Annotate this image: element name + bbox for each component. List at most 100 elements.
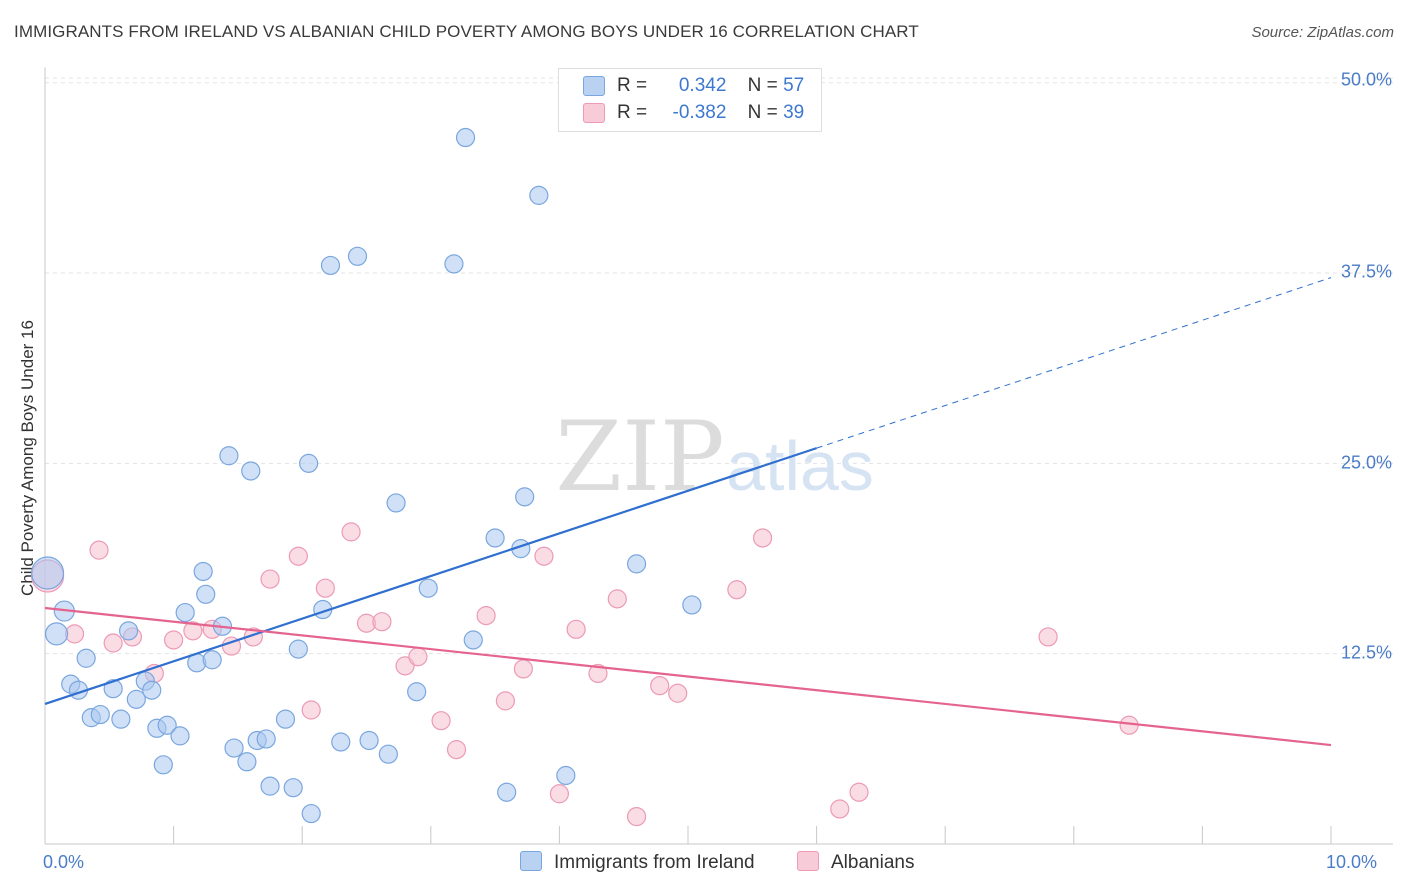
data-point: [372, 612, 392, 632]
data-point: [341, 522, 361, 542]
data-point: [301, 700, 321, 720]
data-point: [196, 584, 216, 604]
data-point: [288, 546, 308, 566]
ireland-trend-line: [44, 447, 817, 705]
data-point: [118, 621, 139, 641]
data-point: [103, 633, 123, 653]
legend-item-albanians: Albanians: [797, 850, 915, 874]
data-point: [682, 595, 702, 615]
stats-legend: R = 0.342 N = 57 R = -0.382 N = 39: [558, 68, 822, 132]
data-point: [408, 647, 428, 667]
data-point: [89, 540, 109, 560]
y-tick-label: 50.0%: [1340, 69, 1392, 90]
r-label: R =: [617, 102, 648, 123]
r-label: R =: [617, 75, 648, 96]
n-label: N =: [747, 75, 778, 96]
data-point: [495, 691, 515, 711]
data-point: [219, 446, 239, 466]
data-point: [485, 528, 505, 548]
axes: [44, 67, 1393, 845]
data-point: [202, 650, 222, 670]
data-point: [64, 624, 85, 644]
watermark: ZIP atlas: [555, 401, 874, 513]
stats-row-albanians: R = -0.382 N = 39: [583, 102, 804, 126]
data-point: [534, 546, 554, 566]
data-point: [513, 659, 533, 679]
source-credit: Source: ZipAtlas.com: [1251, 24, 1394, 41]
data-point: [315, 578, 335, 598]
data-point: [556, 765, 576, 786]
ireland-swatch: [583, 75, 605, 96]
data-point: [830, 799, 850, 819]
data-point: [301, 803, 321, 824]
data-point: [455, 127, 476, 148]
data-point: [331, 732, 351, 752]
data-point: [275, 709, 296, 729]
albanians-trend-line: [44, 606, 1332, 747]
data-point: [668, 683, 688, 703]
data-point: [164, 630, 184, 650]
gridlines: [45, 77, 1393, 655]
n-value: 57: [783, 75, 805, 96]
legend-item-ireland: Immigrants from Ireland: [520, 850, 755, 874]
data-point: [431, 711, 451, 731]
data-point: [752, 528, 773, 548]
data-point: [126, 689, 146, 709]
legend-label: Immigrants from Ireland: [554, 852, 755, 873]
data-point: [44, 622, 69, 646]
y-tick-label: 37.5%: [1340, 261, 1392, 282]
albanians-legend-swatch: [797, 850, 819, 871]
ireland-points: [30, 127, 702, 824]
data-point: [476, 606, 496, 626]
y-tick-label: 12.5%: [1340, 642, 1392, 663]
y-tick-label: 25.0%: [1340, 452, 1392, 473]
data-point: [359, 730, 379, 751]
data-point: [142, 680, 162, 700]
n-label: N =: [747, 102, 778, 123]
albanians-swatch: [583, 102, 605, 123]
data-point: [566, 619, 586, 639]
data-point: [626, 554, 647, 574]
data-point: [157, 715, 177, 735]
data-point: [463, 630, 483, 650]
data-point: [103, 679, 123, 699]
data-point: [418, 578, 438, 598]
data-point: [849, 782, 869, 802]
data-point: [607, 589, 627, 609]
data-point: [111, 709, 131, 729]
data-point: [30, 556, 65, 590]
data-point: [170, 726, 190, 746]
r-value: -0.382: [672, 102, 727, 123]
data-point: [529, 185, 549, 205]
data-point: [260, 569, 280, 589]
data-point: [549, 784, 570, 804]
data-point: [386, 493, 406, 513]
x-tick-label: 10.0%: [1326, 852, 1378, 872]
data-point: [183, 621, 203, 641]
x-tick-label: 0.0%: [43, 852, 85, 872]
data-point: [76, 648, 96, 668]
data-point: [497, 782, 517, 802]
ireland-legend-swatch: [520, 850, 542, 871]
data-point: [320, 255, 341, 276]
data-point: [256, 729, 276, 749]
data-point: [407, 682, 427, 702]
data-point: [588, 663, 608, 684]
data-point: [727, 580, 747, 600]
n-value: 39: [783, 102, 805, 123]
data-point: [299, 453, 319, 473]
r-value: 0.342: [678, 75, 727, 96]
watermark-atlas: atlas: [726, 427, 874, 505]
data-point: [446, 740, 467, 760]
data-point: [193, 561, 213, 582]
data-point: [241, 461, 261, 481]
data-point: [283, 778, 303, 798]
ireland-trend-extension: [816, 277, 1332, 449]
legend-label: Albanians: [831, 852, 915, 873]
data-point: [378, 744, 398, 764]
data-point: [153, 755, 173, 775]
chart-title: IMMIGRANTS FROM IRELAND VS ALBANIAN CHIL…: [14, 22, 919, 41]
data-point: [224, 738, 244, 758]
data-point: [444, 254, 464, 274]
